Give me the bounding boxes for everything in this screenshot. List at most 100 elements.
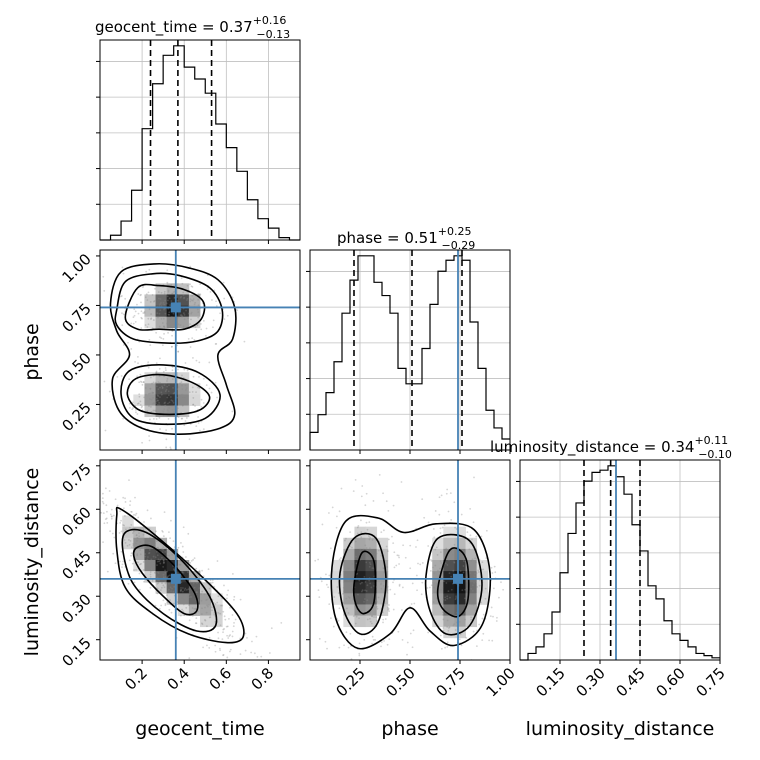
scatter-point	[171, 405, 173, 408]
scatter-point	[159, 562, 162, 565]
density-cell	[200, 615, 212, 628]
density-cell	[454, 560, 466, 572]
scatter-point	[167, 390, 170, 393]
scatter-point	[202, 575, 205, 578]
scatter-point	[202, 377, 205, 380]
density-cell	[443, 560, 455, 572]
scatter-point	[453, 543, 456, 546]
scatter-point	[177, 323, 180, 326]
scatter-point	[370, 622, 373, 625]
scatter-point	[164, 312, 167, 315]
scatter-point	[165, 429, 168, 432]
scatter-point	[475, 561, 477, 564]
scatter-point	[488, 639, 490, 642]
scatter-point	[157, 582, 160, 584]
scatter-point	[177, 368, 179, 371]
scatter-point	[376, 600, 378, 603]
scatter-point	[339, 557, 342, 559]
scatter-point	[136, 554, 139, 557]
scatter-point	[192, 375, 195, 378]
scatter-point	[152, 319, 155, 321]
scatter-point	[450, 588, 453, 591]
scatter-point	[229, 648, 232, 651]
scatter-point	[432, 601, 435, 603]
scatter-point	[359, 551, 362, 553]
ylabel-luminosity-distance: luminosity_distance	[21, 468, 43, 657]
joint-phase-luminosity_distance-contour-0	[352, 550, 377, 615]
scatter-point	[171, 365, 174, 368]
density-cell	[155, 294, 168, 306]
scatter-point	[149, 301, 152, 303]
scatter-point	[195, 425, 198, 428]
scatter-point	[368, 535, 370, 538]
scatter-point	[383, 604, 386, 607]
scatter-point	[485, 557, 488, 560]
density-cell	[376, 537, 389, 550]
scatter-point	[124, 297, 127, 300]
scatter-point	[482, 632, 485, 635]
scatter-point	[347, 612, 350, 614]
scatter-point	[397, 630, 400, 633]
scatter-point	[234, 618, 237, 621]
scatter-point	[205, 327, 208, 330]
density-cell	[155, 383, 168, 395]
scatter-point	[92, 544, 94, 546]
density-cell	[155, 582, 168, 594]
scatter-point	[490, 665, 492, 667]
scatter-point	[189, 346, 192, 348]
scatter-point	[187, 325, 190, 328]
scatter-point	[158, 560, 161, 563]
scatter-point	[138, 588, 141, 591]
density-cell	[365, 582, 378, 594]
scatter-point	[95, 499, 97, 501]
scatter-point	[163, 332, 165, 335]
scatter-point	[156, 582, 159, 585]
scatter-point	[124, 497, 126, 500]
scatter-point	[133, 513, 135, 516]
scatter-point	[382, 621, 384, 624]
scatter-point	[363, 638, 366, 641]
scatter-point	[179, 563, 181, 566]
scatter-point	[397, 554, 400, 557]
scatter-point	[223, 628, 226, 630]
scatter-point	[129, 504, 131, 507]
scatter-point	[199, 429, 201, 432]
scatter-point	[124, 501, 127, 503]
scatter-point	[371, 539, 374, 541]
scatter-point	[463, 597, 466, 600]
scatter-point	[191, 607, 194, 609]
scatter-point	[167, 289, 170, 292]
scatter-point	[360, 590, 363, 593]
density-cell	[443, 537, 455, 550]
scatter-point	[157, 381, 160, 383]
scatter-point	[164, 602, 167, 605]
scatter-point	[239, 653, 242, 656]
scatter-point	[458, 620, 461, 623]
scatter-point	[153, 562, 156, 565]
scatter-point	[157, 579, 160, 582]
scatter-point	[176, 572, 179, 575]
xtick-label-luminosity_distance-4: 0.75	[692, 664, 728, 700]
scatter-point	[179, 589, 182, 592]
scatter-point	[181, 315, 184, 318]
scatter-point	[163, 408, 166, 411]
scatter-point	[433, 572, 436, 575]
scatter-point	[446, 488, 449, 491]
scatter-point	[162, 338, 165, 340]
scatter-point	[401, 638, 404, 641]
scatter-point	[215, 305, 218, 307]
scatter-point	[163, 326, 166, 329]
scatter-point	[217, 595, 220, 598]
scatter-point	[154, 382, 157, 385]
scatter-point	[164, 550, 167, 553]
density-cell	[188, 593, 201, 605]
scatter-point	[163, 325, 165, 328]
scatter-point	[122, 496, 125, 499]
scatter-point	[449, 596, 451, 599]
scatter-point	[128, 479, 130, 482]
scatter-point	[173, 586, 175, 588]
scatter-point	[139, 404, 142, 406]
scatter-point	[205, 599, 208, 602]
scatter-point	[438, 571, 441, 573]
scatter-point	[223, 584, 225, 587]
